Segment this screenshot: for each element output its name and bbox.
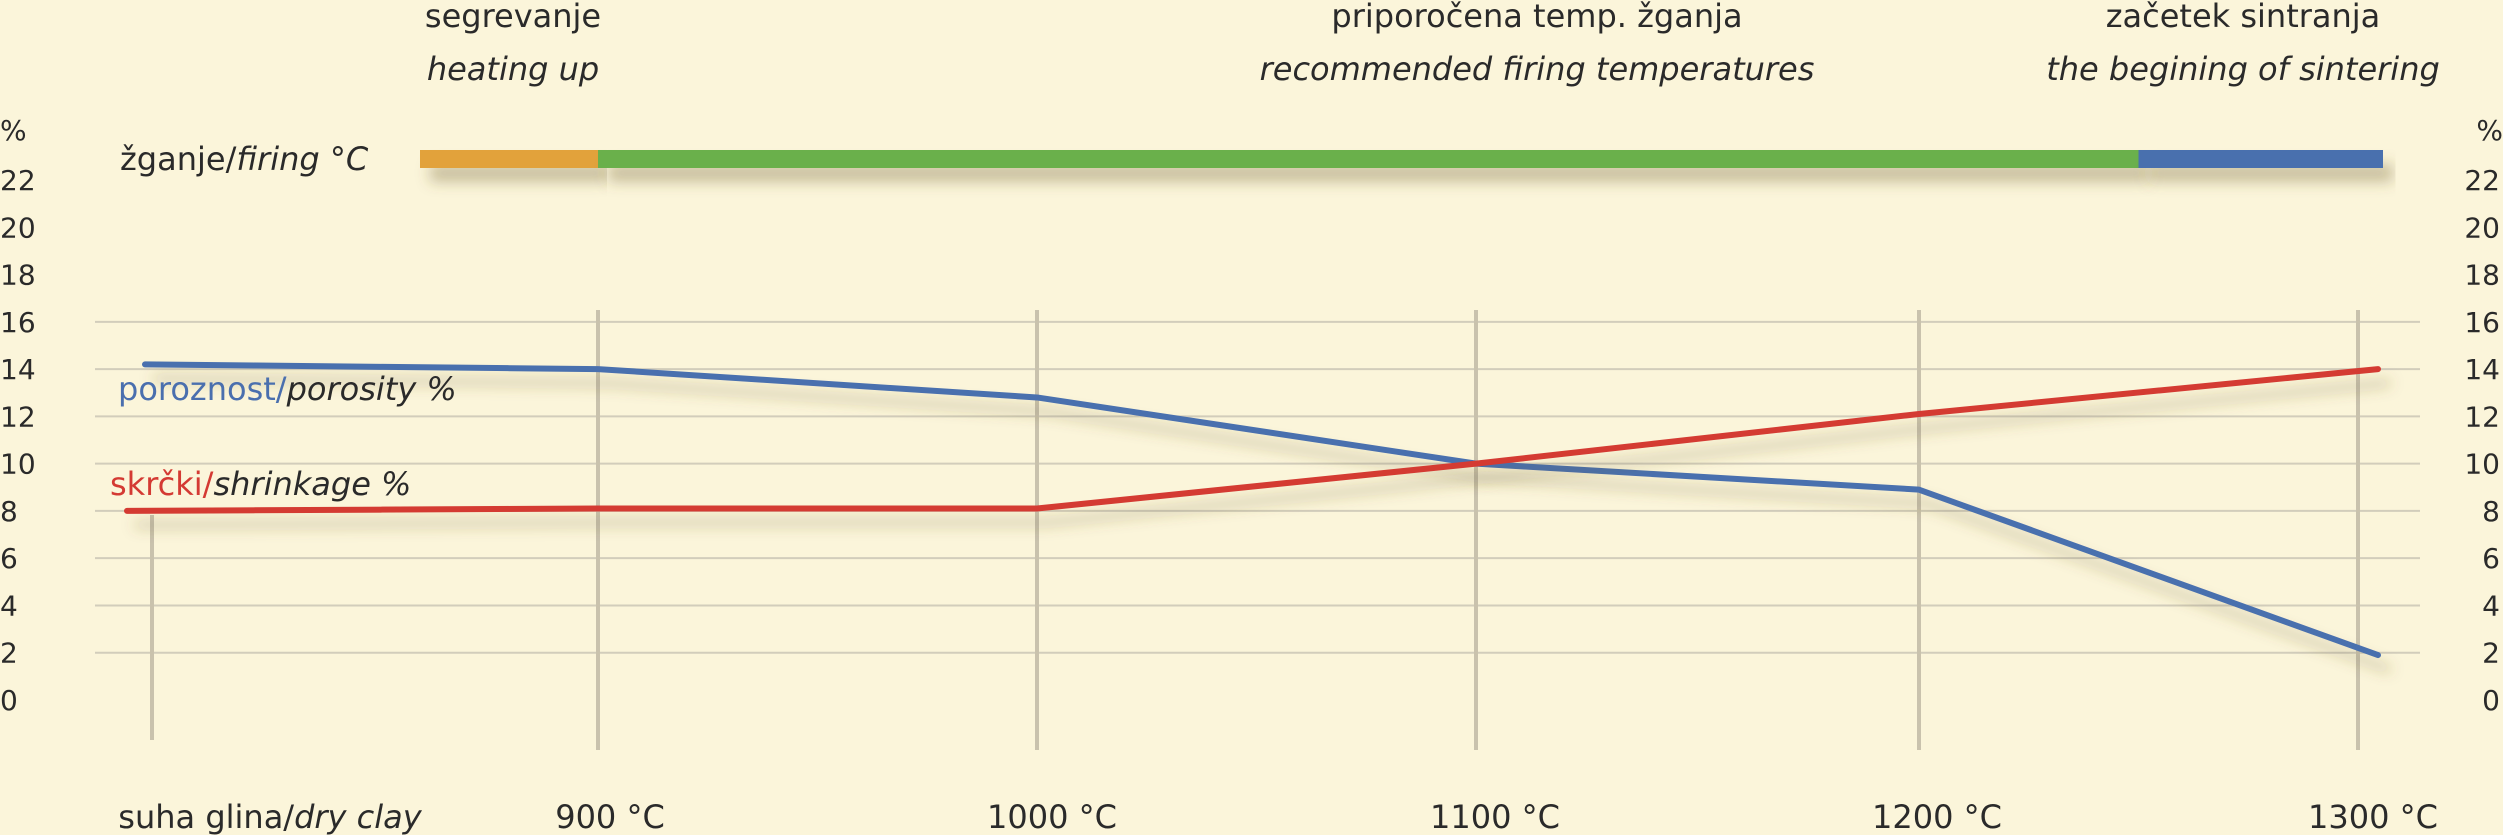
phase-segment-0 — [420, 150, 598, 168]
y-tick-right-2: 2 — [2482, 637, 2500, 670]
y-tick-right-6: 6 — [2482, 542, 2500, 575]
phase-segment-2 — [2138, 150, 2383, 168]
firing-label-text: žganje/ — [120, 140, 237, 178]
series-0-point-0 — [143, 362, 147, 367]
x-tick-label-4: 1200 °C — [1872, 798, 2002, 835]
series-1-point-2 — [1035, 506, 1039, 511]
y-tick-left-22: 22 — [0, 164, 36, 197]
series-line-0 — [142, 361, 2381, 659]
firing-phase-bar — [420, 150, 2383, 168]
y-tick-left-16: 16 — [0, 306, 36, 339]
phase-title-2: začetek sintranja — [2106, 0, 2381, 35]
y-tick-left-8: 8 — [0, 495, 18, 528]
y-tick-right-16: 16 — [2464, 306, 2500, 339]
y-tick-left-6: 6 — [0, 542, 18, 575]
series-1-point-4 — [1917, 412, 1921, 416]
series-line-1 — [124, 366, 2381, 514]
series-label-1: skrčki/shrinkage % — [110, 465, 411, 503]
temperature-markers — [150, 310, 2360, 750]
firing-label-italic: firing °C — [236, 140, 368, 178]
y-axis-right: % 0 2 4 6 8 10 12 14 16 18 20 22 — [2464, 114, 2503, 717]
x-tick-label-3-text: 1100 °C — [1430, 798, 1560, 835]
phase-segment-1 — [598, 150, 2139, 168]
y-unit-right: % — [2476, 114, 2503, 147]
series-0-point-2 — [1035, 395, 1039, 400]
series-0-point-1 — [596, 367, 600, 372]
y-tick-right-4: 4 — [2482, 589, 2500, 622]
series-labels: poroznost/porosity % skrčki/shrinkage % — [110, 370, 457, 503]
x-tick-label-4-text: 1200 °C — [1872, 798, 2002, 835]
y-tick-left-18: 18 — [0, 259, 36, 292]
phase-title-1: priporočena temp. žganja — [1331, 0, 1742, 35]
series-label-0-text: poroznost/ — [118, 370, 287, 408]
y-tick-right-10: 10 — [2464, 448, 2500, 481]
y-tick-right-8: 8 — [2482, 495, 2500, 528]
series-1-point-0 — [125, 508, 129, 513]
y-tick-left-20: 20 — [0, 211, 36, 244]
y-tick-left-2: 2 — [0, 637, 18, 670]
phase-subtitle-1: recommended firing temperatures — [1260, 50, 1815, 88]
y-tick-left-4: 4 — [0, 589, 18, 622]
y-tick-right-18: 18 — [2464, 259, 2500, 292]
x-tick-label-0: suha glina/dry clay — [118, 798, 422, 835]
phase-title-0: segrevanje — [425, 0, 601, 35]
series-label-0: poroznost/porosity % — [118, 370, 457, 408]
series-0-point-4 — [1917, 487, 1921, 492]
y-tick-right-22: 22 — [2464, 164, 2500, 197]
phase-subtitle-0: heating up — [427, 50, 599, 88]
series-lines — [124, 361, 2381, 659]
x-axis-labels: suha glina/dry clay 900 °C 1000 °C 1100 °C 1… — [118, 798, 2438, 835]
series-1-point-1 — [596, 506, 600, 511]
series-label-1-text: skrčki/ — [110, 465, 214, 503]
y-axis-left: % 0 2 4 6 8 10 12 14 16 18 20 22 — [0, 114, 36, 717]
y-tick-right-12: 12 — [2464, 400, 2500, 433]
y-tick-left-10: 10 — [0, 448, 36, 481]
x-tick-label-1: 900 °C — [555, 798, 665, 835]
x-tick-label-5-text: 1300 °C — [2308, 798, 2438, 835]
series-1-point-5 — [2376, 367, 2380, 372]
y-tick-left-0: 0 — [0, 684, 18, 717]
x-tick-label-5: 1300 °C — [2308, 798, 2438, 835]
phase-subtitle-2: the begining of sintering — [2046, 50, 2440, 88]
series-1-point-3 — [1474, 461, 1478, 466]
series-label-1-italic: shrinkage % — [213, 465, 411, 503]
y-tick-right-20: 20 — [2464, 211, 2500, 244]
x-tick-label-1-text: 900 °C — [555, 798, 665, 835]
x-tick-label-0-text: suha glina/ — [118, 798, 294, 835]
phase-labels: segrevanje heating up priporočena temp. žg… — [425, 0, 2440, 88]
y-tick-right-14: 14 — [2464, 353, 2500, 386]
y-tick-left-12: 12 — [0, 400, 36, 433]
y-tick-left-14: 14 — [0, 353, 36, 386]
x-tick-label-3: 1100 °C — [1430, 798, 1560, 835]
series-label-0-italic: porosity % — [286, 370, 457, 408]
x-tick-label-2: 1000 °C — [987, 798, 1117, 835]
y-tick-right-0: 0 — [2482, 684, 2500, 717]
series-0-point-5 — [2376, 653, 2380, 658]
x-tick-label-2-text: 1000 °C — [987, 798, 1117, 835]
x-tick-label-0-italic: dry clay — [294, 798, 423, 835]
y-unit-left: % — [0, 114, 27, 147]
firing-label: žganje/firing °C — [120, 140, 369, 178]
